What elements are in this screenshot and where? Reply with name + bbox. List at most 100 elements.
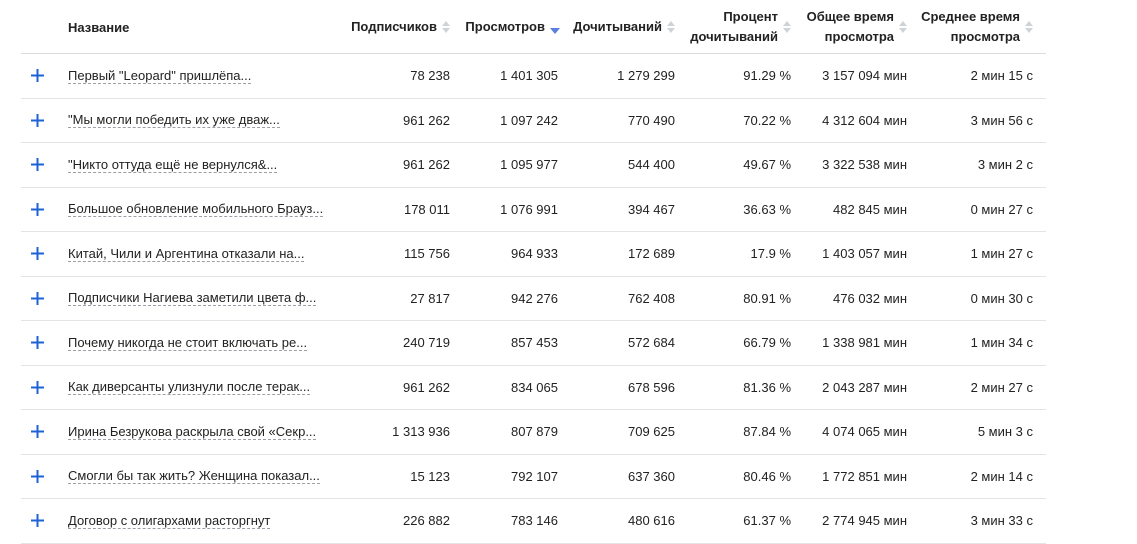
subscribers-value: 27 817 [410, 290, 450, 306]
views-value: 834 065 [511, 379, 558, 395]
plus-icon [31, 247, 44, 261]
plus-icon [31, 202, 44, 216]
expand-row-button[interactable] [31, 410, 44, 454]
total-time-value: 482 845 мин [833, 201, 907, 217]
article-title-link[interactable]: Китай, Чили и Аргентина отказали на... [68, 245, 305, 262]
column-header-subscribers[interactable]: Подписчиков [351, 0, 450, 54]
column-header-avg-time-line1: Среднее время [921, 9, 1020, 24]
article-title-link[interactable]: "Никто оттуда ещё не вернулся&... [68, 156, 278, 173]
read-percent-value: 17.9 % [750, 246, 791, 262]
views-value: 1 097 242 [500, 112, 558, 128]
plus-icon [31, 291, 44, 305]
sort-arrows-icon[interactable] [783, 21, 791, 33]
article-title-link[interactable]: Договор с олигархами расторгнут [68, 512, 271, 529]
column-header-reads-label: Дочитываний [573, 19, 662, 34]
sort-arrows-icon[interactable] [1025, 21, 1033, 33]
expand-row-button[interactable] [31, 499, 44, 543]
total-time-value: 4 312 604 мин [822, 112, 907, 128]
table-row: Подписчики Нагиева заметили цвета ф... 2… [21, 277, 1046, 321]
article-title-link[interactable]: Смогли бы так жить? Женщина показал... [68, 468, 320, 485]
avg-time-value: 2 мин 14 с [970, 468, 1033, 484]
column-header-total-time[interactable]: Общее время просмотра [801, 0, 907, 54]
table-row: Ирина Безрукова раскрыла свой «Секр... 1… [21, 410, 1046, 455]
article-title-cell: Первый "Leopard" пришлёпа... [68, 54, 358, 98]
article-title-link[interactable]: Большое обновление мобильного Брауз... [68, 201, 324, 218]
expand-row-button[interactable] [31, 455, 44, 499]
sort-descending-icon[interactable] [550, 21, 560, 34]
read-percent-value: 91.29 % [743, 68, 791, 84]
article-title-cell: Подписчики Нагиева заметили цвета ф... [68, 277, 358, 321]
subscribers-value: 961 262 [403, 112, 450, 128]
avg-time-value: 1 мин 34 с [970, 335, 1033, 351]
read-percent-value: 70.22 % [743, 112, 791, 128]
plus-icon [31, 113, 44, 127]
plus-icon [31, 158, 44, 172]
avg-time-value: 5 мин 3 с [977, 424, 1033, 440]
article-title-cell: Большое обновление мобильного Брауз... [68, 188, 358, 232]
read-percent-value: 81.36 % [743, 379, 791, 395]
reads-value: 172 689 [628, 246, 675, 262]
subscribers-value: 78 238 [410, 68, 450, 84]
avg-time-value: 3 мин 56 с [970, 112, 1033, 128]
total-time-value: 3 322 538 мин [822, 157, 907, 173]
sort-arrows-icon[interactable] [442, 21, 450, 33]
subscribers-value: 226 882 [403, 513, 450, 529]
column-header-read-percent-line1: Процент [723, 9, 778, 24]
column-header-reads[interactable]: Дочитываний [571, 0, 675, 54]
read-percent-value: 36.63 % [743, 201, 791, 217]
article-title-cell: "Никто оттуда ещё не вернулся&... [68, 143, 358, 187]
column-header-views[interactable]: Просмотров [461, 0, 560, 54]
article-title-link[interactable]: Подписчики Нагиева заметили цвета ф... [68, 290, 317, 307]
article-title-cell: Почему никогда не стоит включать ре... [68, 321, 358, 365]
reads-value: 480 616 [628, 513, 675, 529]
column-header-name[interactable]: Название [68, 0, 358, 54]
expand-row-button[interactable] [31, 54, 44, 98]
reads-value: 572 684 [628, 335, 675, 351]
expand-row-button[interactable] [31, 143, 44, 187]
views-value: 1 076 991 [500, 201, 558, 217]
sort-arrows-icon[interactable] [899, 21, 907, 33]
total-time-value: 476 032 мин [833, 290, 907, 306]
total-time-value: 1 338 981 мин [822, 335, 907, 351]
reads-value: 544 400 [628, 157, 675, 173]
avg-time-value: 3 мин 2 с [977, 157, 1033, 173]
plus-icon [31, 380, 44, 394]
reads-value: 770 490 [628, 112, 675, 128]
article-title-link[interactable]: Почему никогда не стоит включать ре... [68, 334, 308, 351]
table-row: Почему никогда не стоит включать ре... 2… [21, 321, 1046, 366]
avg-time-value: 2 мин 15 с [970, 68, 1033, 84]
avg-time-value: 0 мин 30 с [970, 290, 1033, 306]
article-title-cell: Ирина Безрукова раскрыла свой «Секр... [68, 410, 358, 454]
subscribers-value: 178 011 [403, 201, 450, 217]
table-row: Китай, Чили и Аргентина отказали на... 1… [21, 232, 1046, 277]
expand-row-button[interactable] [31, 321, 44, 365]
expand-row-button[interactable] [31, 188, 44, 232]
column-header-avg-time[interactable]: Среднее время просмотра [916, 0, 1033, 54]
subscribers-value: 15 123 [410, 468, 450, 484]
views-value: 857 453 [511, 335, 558, 351]
total-time-value: 4 074 065 мин [822, 424, 907, 440]
expand-row-button[interactable] [31, 366, 44, 410]
column-header-read-percent[interactable]: Процент дочитываний [690, 0, 791, 54]
reads-value: 394 467 [628, 201, 675, 217]
column-header-views-label: Просмотров [465, 19, 545, 34]
expand-row-button[interactable] [31, 99, 44, 143]
expand-row-button[interactable] [31, 277, 44, 321]
read-percent-value: 49.67 % [743, 157, 791, 173]
column-header-name-label: Название [68, 19, 130, 35]
article-title-link[interactable]: Ирина Безрукова раскрыла свой «Секр... [68, 423, 317, 440]
total-time-value: 3 157 094 мин [822, 68, 907, 84]
subscribers-value: 240 719 [403, 335, 450, 351]
read-percent-value: 80.46 % [743, 468, 791, 484]
sort-arrows-icon[interactable] [667, 21, 675, 33]
stats-table: Название Подписчиков Просмотров Дочитыва… [21, 0, 1046, 544]
column-header-read-percent-label: Процент дочитываний [690, 7, 778, 47]
article-title-link[interactable]: Как диверсанты улизнули после терак... [68, 379, 311, 396]
article-title-link[interactable]: Первый "Leopard" пришлёпа... [68, 67, 252, 84]
article-title-link[interactable]: "Мы могли победить их уже дваж... [68, 112, 280, 129]
expand-row-button[interactable] [31, 232, 44, 276]
read-percent-value: 61.37 % [743, 513, 791, 529]
views-value: 1 095 977 [500, 157, 558, 173]
column-header-avg-time-line2: просмотра [950, 29, 1020, 44]
table-row: Смогли бы так жить? Женщина показал... 1… [21, 455, 1046, 499]
